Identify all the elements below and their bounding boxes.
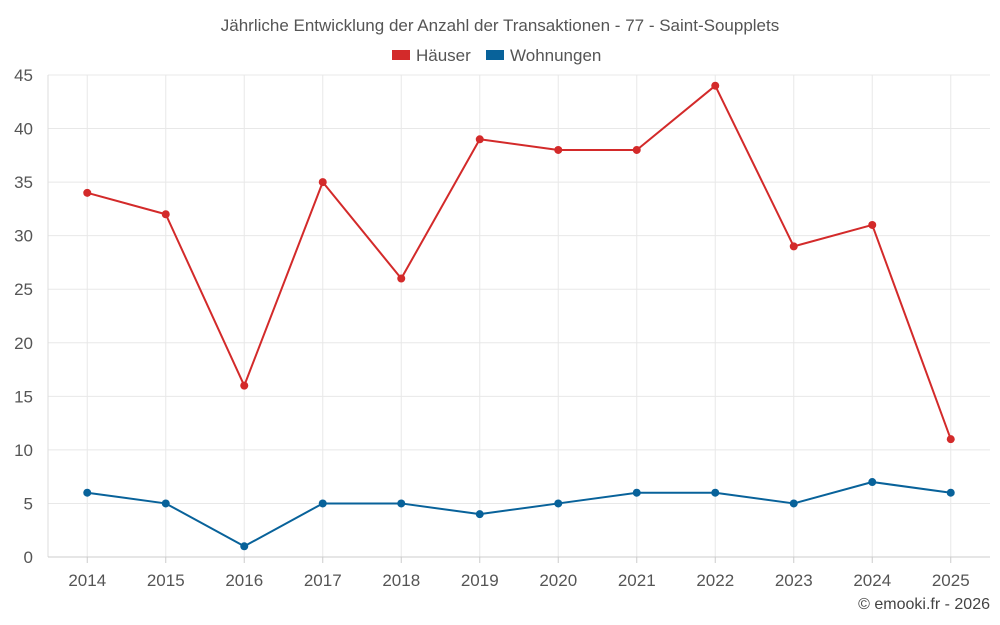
data-point-haeuser[interactable] bbox=[711, 81, 720, 90]
series-line-haeuser bbox=[86, 84, 952, 440]
x-tick-label: 2025 bbox=[932, 571, 970, 590]
data-point-wohnungen[interactable] bbox=[475, 510, 484, 519]
y-tick-label: 15 bbox=[14, 387, 33, 406]
data-point-wohnungen[interactable] bbox=[711, 488, 720, 497]
legend-label-haeuser: Häuser bbox=[416, 46, 471, 65]
y-tick-label: 0 bbox=[24, 548, 33, 567]
data-point-haeuser[interactable] bbox=[868, 220, 877, 229]
y-tick-label: 5 bbox=[24, 494, 33, 513]
data-point-haeuser[interactable] bbox=[161, 210, 170, 219]
x-tick-label: 2019 bbox=[461, 571, 499, 590]
x-tick-label: 2022 bbox=[696, 571, 734, 590]
data-point-haeuser[interactable] bbox=[240, 381, 249, 390]
data-point-wohnungen[interactable] bbox=[946, 488, 955, 497]
y-tick-label: 35 bbox=[14, 173, 33, 192]
y-tick-label: 10 bbox=[14, 441, 33, 460]
data-point-haeuser[interactable] bbox=[397, 274, 406, 283]
data-point-haeuser[interactable] bbox=[554, 145, 563, 154]
x-tick-label: 2024 bbox=[853, 571, 891, 590]
data-point-wohnungen[interactable] bbox=[240, 542, 249, 551]
grid bbox=[48, 74, 990, 558]
data-point-wohnungen[interactable] bbox=[318, 499, 327, 508]
data-point-haeuser[interactable] bbox=[318, 178, 327, 187]
series-line-wohnungen bbox=[87, 481, 951, 548]
y-tick-label: 40 bbox=[14, 120, 33, 139]
data-point-wohnungen[interactable] bbox=[83, 488, 92, 497]
chart-title: Jährliche Entwicklung der Anzahl der Tra… bbox=[221, 16, 779, 35]
x-tick-label: 2018 bbox=[382, 571, 420, 590]
credit-text: © emooki.fr - 2026 bbox=[858, 596, 990, 613]
data-point-wohnungen[interactable] bbox=[789, 499, 798, 508]
legend-swatch-wohnungen bbox=[486, 50, 504, 60]
legend-swatch-haeuser bbox=[392, 50, 410, 60]
x-tick-label: 2021 bbox=[618, 571, 656, 590]
x-tick-label: 2020 bbox=[539, 571, 577, 590]
series-haeuser bbox=[83, 81, 955, 444]
data-point-haeuser[interactable] bbox=[83, 188, 92, 197]
data-point-wohnungen[interactable] bbox=[161, 499, 170, 508]
series-wohnungen bbox=[83, 478, 955, 551]
x-tick-label: 2014 bbox=[68, 571, 106, 590]
data-point-haeuser[interactable] bbox=[946, 435, 955, 444]
legend: Häuser Wohnungen bbox=[392, 46, 601, 65]
legend-item-wohnungen[interactable]: Wohnungen bbox=[486, 46, 601, 65]
legend-item-haeuser[interactable]: Häuser bbox=[392, 46, 471, 65]
x-tick-label: 2016 bbox=[225, 571, 263, 590]
x-tick-label: 2017 bbox=[304, 571, 342, 590]
data-point-wohnungen[interactable] bbox=[868, 478, 877, 487]
data-point-haeuser[interactable] bbox=[632, 145, 641, 154]
x-tick-label: 2023 bbox=[775, 571, 813, 590]
y-tick-label: 25 bbox=[14, 280, 33, 299]
data-point-haeuser[interactable] bbox=[475, 135, 484, 144]
x-tick-label: 2015 bbox=[147, 571, 185, 590]
series-layer bbox=[83, 81, 955, 551]
data-point-haeuser[interactable] bbox=[789, 242, 798, 251]
data-point-wohnungen[interactable] bbox=[554, 499, 563, 508]
legend-label-wohnungen: Wohnungen bbox=[510, 46, 601, 65]
y-tick-label: 45 bbox=[14, 66, 33, 85]
y-tick-label: 30 bbox=[14, 227, 33, 246]
data-point-wohnungen[interactable] bbox=[397, 499, 406, 508]
y-tick-label: 20 bbox=[14, 334, 33, 353]
data-point-wohnungen[interactable] bbox=[632, 488, 641, 497]
